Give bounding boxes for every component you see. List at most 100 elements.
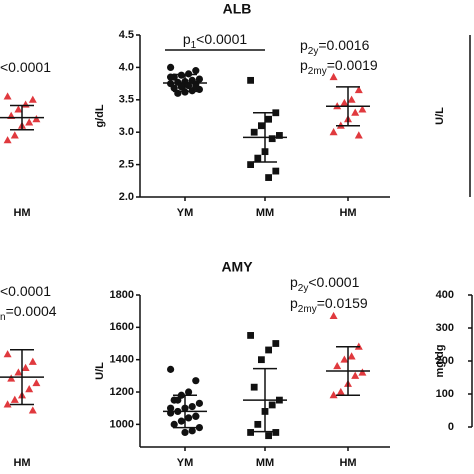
data-point [170,420,178,428]
data-point [268,135,276,143]
data-point [329,311,338,320]
data-point [14,105,23,113]
data-point [14,368,23,376]
y-tick-label: 400 [436,289,454,301]
data-point [351,371,360,379]
y-tick-label: 1600 [110,321,134,333]
annotation-base: p [290,295,298,311]
data-point [188,402,196,411]
y-tick-label: 300 [436,322,454,334]
data-point [170,84,178,92]
data-point [192,83,200,91]
x-tick-label: YM [177,457,194,469]
data-point [254,420,262,428]
data-point [28,95,37,103]
data-point [195,399,203,407]
data-point [177,417,185,425]
data-point [254,154,262,162]
y-axis-label: g/dL [94,104,106,127]
data-point [265,346,272,354]
annotation: p2my=0.0159 [290,295,368,315]
data-point [167,73,175,81]
data-point [265,432,272,440]
data-point [258,122,265,130]
data-point [247,332,254,339]
x-tick-label: HM [339,457,356,469]
annotation-subscript: 2my [298,304,317,315]
data-point [333,361,342,370]
data-point [7,374,16,382]
annotation-subscript: 1 [191,40,197,51]
y-tick-label: 4.5 [119,29,134,41]
chart-title: AMY [221,259,253,275]
data-point [258,356,265,364]
data-point [272,340,280,347]
data-point [272,429,280,436]
data-point [268,401,276,409]
data-point [354,131,363,139]
y-tick-label: 100 [436,388,454,400]
data-point [185,388,193,396]
data-point [336,387,345,396]
data-point [329,72,338,81]
data-point [21,100,30,108]
data-point [174,396,182,404]
data-point [329,128,338,136]
y-tick-label: 2.5 [119,159,134,171]
annotation-base: p [290,274,298,290]
y-tick-label: 4.0 [119,61,134,73]
x-tick-label: HM [13,207,30,219]
data-point [250,383,258,391]
chart-title: ALB [223,1,252,17]
x-tick-label: YM [177,207,194,219]
annotation: p2y=0.0016 [300,37,370,57]
data-point [25,118,34,126]
y-tick-label: 1800 [110,289,134,301]
data-point [192,67,200,75]
data-point [32,378,41,387]
annotation-subscript: n [0,312,6,323]
data-point [358,105,367,113]
annotation-value: <0.0001 [196,31,247,47]
data-point [247,429,254,436]
y-axis-label: U/L [434,107,446,125]
annotation-value: <0.0001 [0,283,51,299]
y-tick-label: 200 [436,355,454,367]
annotation-value: =0.0019 [327,57,378,73]
data-point [167,365,175,373]
annotation-base: p [300,37,308,53]
data-point [195,75,203,83]
data-point [181,428,189,437]
x-tick-label: HM [13,457,30,469]
data-point [28,406,37,414]
annotation-subscript: 2y [308,46,319,57]
data-point [195,423,203,432]
data-point [250,128,258,136]
data-point [3,136,12,144]
annotation-value: <0.0001 [0,59,51,75]
x-tick-label: MM [256,207,274,219]
annotation-subscript: 2y [298,283,309,294]
annotation-value: =0.0016 [318,37,369,53]
y-axis-label: U/L [94,362,106,380]
data-point [25,385,34,393]
annotation: <0.0001 [0,283,51,299]
data-point [185,414,193,422]
data-point [3,92,12,100]
data-point [167,404,175,412]
data-point [185,81,193,90]
data-point [188,427,196,435]
y-tick-label: 3.5 [119,94,134,106]
annotation-base: p [300,57,308,73]
y-tick-label: 3.0 [119,126,134,138]
data-point [276,132,283,139]
data-point [265,174,272,181]
data-point [192,412,200,420]
data-point [340,355,349,363]
annotation: p1<0.0001 [183,31,248,51]
y-tick-label: 1400 [110,354,134,366]
data-point [265,115,272,123]
y-tick-label: 2.0 [119,191,134,203]
data-point [167,63,175,71]
